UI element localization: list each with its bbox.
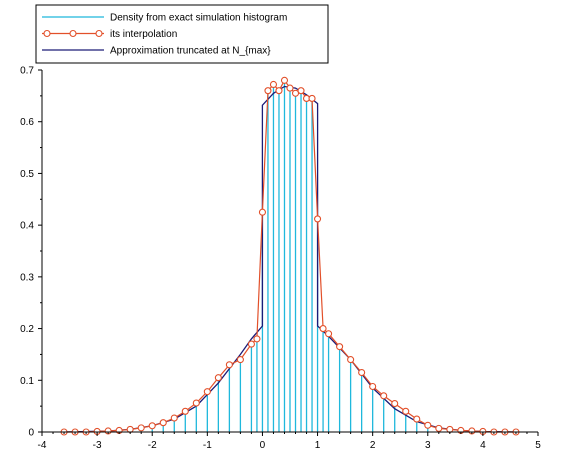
interpolation-point <box>314 215 322 223</box>
interpolation-point <box>308 94 316 102</box>
legend-label: Density from exact simulation histogram <box>110 13 287 24</box>
interpolation-point <box>325 330 333 338</box>
interpolation-point <box>369 382 377 391</box>
y-tick-label: 0.4 <box>20 221 34 232</box>
interpolation-point <box>347 356 355 364</box>
y-tick-label: 0.7 <box>20 66 34 77</box>
interpolation-point <box>258 208 266 216</box>
y-tick-label: 0.5 <box>20 169 34 180</box>
axes: -4 -3 -2 -1 0 1 2 3 4 5 0 0.1 0.2 0.3 0.4 0.5 0.6 0.7 <box>20 66 541 452</box>
x-tick-label: 3 <box>425 440 431 451</box>
x-tick-label: 5 <box>535 440 541 451</box>
interpolation-point <box>137 424 145 432</box>
interpolation-point <box>192 399 200 407</box>
legend-label: its interpolation <box>110 29 177 40</box>
x-tick-label: -3 <box>93 440 102 451</box>
interpolation-point <box>181 407 189 415</box>
y-tick-label: 0.6 <box>20 117 34 128</box>
interpolation-point <box>297 87 305 95</box>
interpolation-curve <box>60 76 520 436</box>
histogram-bars <box>96 80 484 432</box>
x-tick-label: 2 <box>370 440 376 451</box>
legend: Density from exact simulation histogram i… <box>35 4 329 64</box>
interpolation-point <box>159 419 167 427</box>
interpolation-point <box>247 340 255 348</box>
x-tick-label: 0 <box>260 440 266 451</box>
y-tick-label: 0.3 <box>20 272 34 283</box>
x-tick-label: 1 <box>315 440 321 451</box>
interpolation-point <box>391 400 399 408</box>
interpolation-point <box>253 335 261 343</box>
interpolation-point <box>269 80 278 89</box>
x-tick-label: -2 <box>148 440 157 451</box>
x-tick-label: 4 <box>480 440 486 451</box>
interpolation-point <box>214 374 222 382</box>
interpolation-point <box>264 87 272 95</box>
interpolation-point <box>170 414 178 422</box>
interpolation-point <box>280 76 289 84</box>
interpolation-point <box>319 325 327 333</box>
interpolation-point <box>435 424 443 432</box>
legend-marker <box>43 29 51 38</box>
interpolation-point <box>275 87 283 95</box>
interpolation-point <box>148 422 156 430</box>
legend-label: Approximation truncated at N_{max} <box>110 46 271 57</box>
interpolation-point <box>203 388 211 396</box>
legend-marker <box>69 29 77 38</box>
y-tick-label: 0.1 <box>20 376 34 387</box>
y-tick-label: 0.2 <box>20 324 34 335</box>
interpolation-point <box>236 356 244 364</box>
legend-marker <box>95 29 103 38</box>
interpolation-point <box>402 407 410 415</box>
interpolation-point <box>336 343 344 351</box>
x-tick-label: -4 <box>38 440 47 451</box>
interpolation-point <box>413 415 421 423</box>
interpolation-point <box>286 84 294 92</box>
y-tick-label: 0 <box>28 428 34 439</box>
interpolation-point <box>225 361 233 369</box>
interpolation-point <box>291 89 300 97</box>
interpolation-point <box>380 392 388 400</box>
x-tick-label: -1 <box>203 440 212 451</box>
interpolation-point <box>424 421 432 429</box>
interpolation-point <box>358 368 366 377</box>
